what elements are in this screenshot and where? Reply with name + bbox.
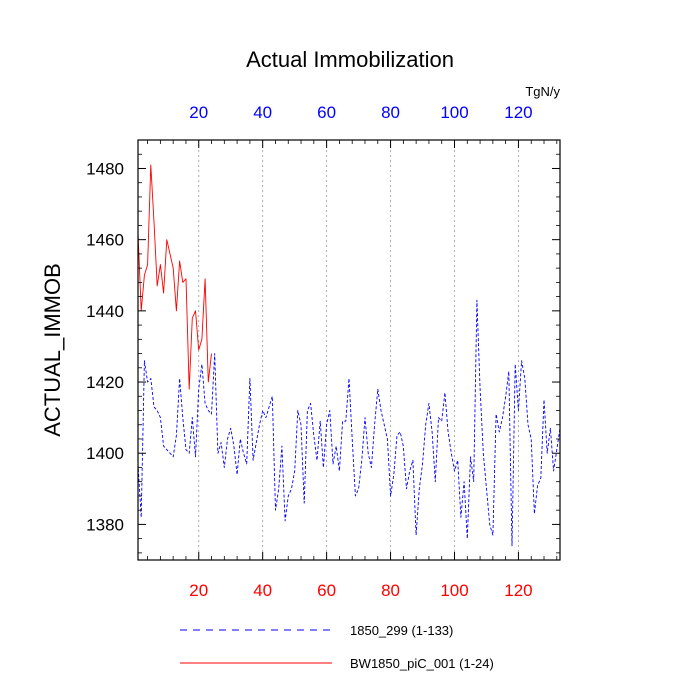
x-tick-label-bottom: 20 [189, 581, 208, 600]
units-label: TgN/y [525, 84, 560, 99]
chart-title: Actual Immobilization [246, 47, 454, 72]
y-tick-label: 1380 [86, 515, 124, 534]
x-tick-label-top: 80 [381, 103, 400, 122]
series-layer [137, 164, 561, 547]
x-tick-label-top: 100 [440, 103, 468, 122]
tick-labels: 20 20 40 40 60 60 80 80 100 100 120 120 1380 1400 1420… [86, 103, 532, 600]
x-tick-label-bottom: 60 [317, 581, 336, 600]
x-tick-label-top: 60 [317, 103, 336, 122]
axis-ticks [138, 139, 560, 560]
series-line-bw1850-pic-001 [137, 164, 212, 390]
x-tick-label-bottom: 120 [504, 581, 532, 600]
legend-label-1850-299: 1850_299 (1-133) [350, 623, 453, 638]
legend: 1850_299 (1-133) BW1850_piC_001 (1-24) [180, 623, 494, 671]
grid-lines [198, 140, 519, 560]
x-tick-label-bottom: 80 [381, 581, 400, 600]
x-tick-label-top: 40 [253, 103, 272, 122]
y-tick-label: 1440 [86, 302, 124, 321]
x-tick-label-top: 120 [504, 103, 532, 122]
x-tick-label-bottom: 100 [440, 581, 468, 600]
legend-label-bw1850: BW1850_piC_001 (1-24) [350, 656, 494, 671]
y-tick-label: 1460 [86, 231, 124, 250]
y-tick-label: 1400 [86, 444, 124, 463]
y-tick-label: 1420 [86, 373, 124, 392]
y-axis-label: ACTUAL_IMMOB [40, 263, 65, 437]
series-line-1850-299 [137, 299, 561, 547]
plot-frame [137, 139, 561, 561]
x-tick-label-bottom: 40 [253, 581, 272, 600]
y-tick-label: 1480 [86, 159, 124, 178]
x-tick-label-top: 20 [189, 103, 208, 122]
